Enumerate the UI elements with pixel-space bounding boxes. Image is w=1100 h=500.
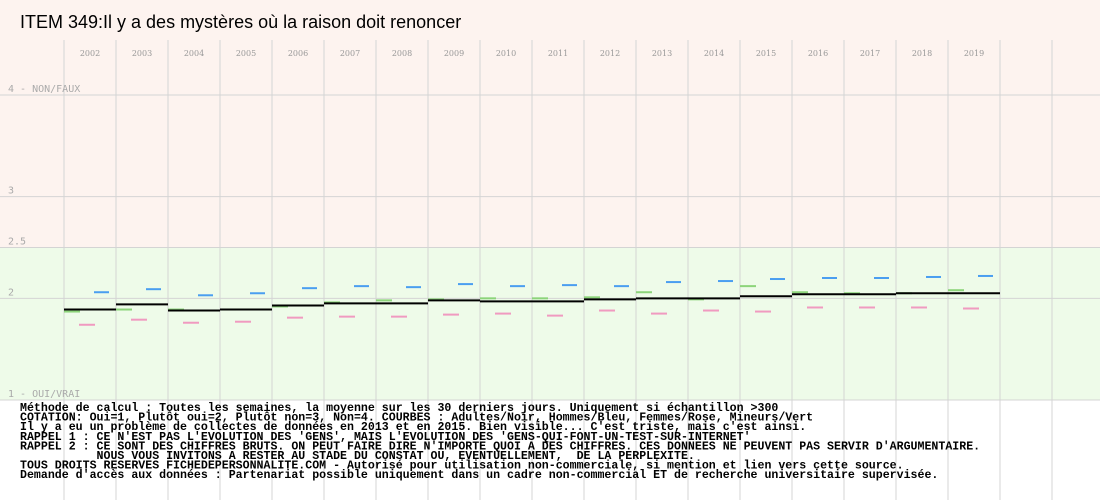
chart-title: ITEM 349:Il y a des mystères où la raiso… xyxy=(20,12,461,32)
y-tick-label: 4 - NON/FAUX xyxy=(8,84,80,95)
bands xyxy=(0,0,1100,400)
y-tick-label: 3 xyxy=(8,186,14,197)
x-tick-label: 2011 xyxy=(548,49,568,58)
x-tick-label: 2019 xyxy=(964,49,984,58)
x-tick-label: 2007 xyxy=(340,49,360,58)
note-line: RAPPEL 1 : CE N'EST PAS L'EVOLUTION DES … xyxy=(20,431,751,444)
y-tick-label: 2.5 xyxy=(8,237,26,248)
x-tick-label: 2013 xyxy=(652,49,672,58)
note-line: COTATION: Oui=1, Plutôt oui=2, Plutôt no… xyxy=(20,412,813,425)
note-line: Il y a eu un problème de collectes de do… xyxy=(20,421,806,434)
note-line: Demande d'accès aux données : Partenaria… xyxy=(20,469,938,482)
note-line: Méthode de calcul : Toutes les semaines,… xyxy=(20,402,778,415)
x-tick-label: 2006 xyxy=(288,49,308,58)
x-tick-label: 2015 xyxy=(756,49,776,58)
note-line: NOUS VOUS INVITONS A RESTER AU STADE DU … xyxy=(20,450,695,463)
x-tick-label: 2016 xyxy=(808,49,828,58)
note-line: RAPPEL 2 : CE SONT DES CHIFFRES BRUTS. O… xyxy=(20,440,980,453)
x-tick-label: 2017 xyxy=(860,49,880,58)
x-tick-label: 2012 xyxy=(600,49,620,58)
x-tick-label: 2018 xyxy=(912,49,932,58)
notes: Méthode de calcul : Toutes les semaines,… xyxy=(20,402,980,482)
x-tick-label: 2002 xyxy=(80,49,100,58)
marks xyxy=(64,274,1000,326)
upper-band xyxy=(0,0,1100,248)
grid: 4 - NON/FAUX 3 2.5 2 1 - OUI/VRAI 2002 2003 200… xyxy=(0,40,1100,500)
note-line: TOUS DROITS RESERVES FICHEDEPERSONNALITE… xyxy=(20,460,904,473)
x-tick-label: 2005 xyxy=(236,49,256,58)
lower-band xyxy=(0,247,1100,400)
y-tick-label: 1 - OUI/VRAI xyxy=(8,389,80,400)
x-tick-label: 2003 xyxy=(132,49,152,58)
x-tick-label: 2004 xyxy=(184,49,204,58)
x-tick-label: 2008 xyxy=(392,49,412,58)
x-tick-label: 2009 xyxy=(444,49,464,58)
x-tick-label: 2010 xyxy=(496,49,516,58)
y-tick-label: 2 xyxy=(8,287,14,298)
x-tick-label: 2014 xyxy=(704,49,724,58)
